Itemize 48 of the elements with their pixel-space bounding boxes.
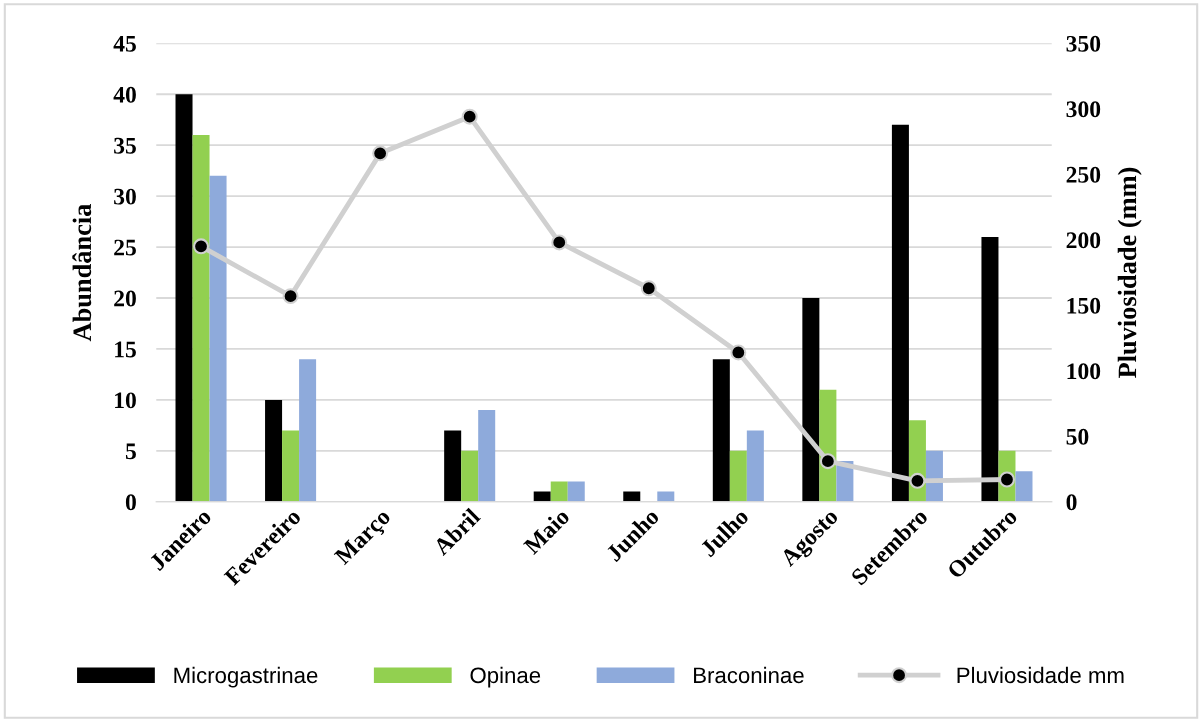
point (640, 280, 657, 297)
y2-tick-label: 350 (1066, 35, 1101, 52)
bar (746, 430, 764, 502)
bar (282, 430, 300, 502)
y-tick-label: 10 (115, 392, 136, 409)
bar (192, 135, 210, 502)
y2-tick-label: 100 (1067, 363, 1101, 380)
legend-label: Microgastrinae (174, 666, 318, 688)
point (730, 344, 747, 361)
legend-label: Pluviosidade mm (957, 666, 1124, 684)
point (282, 288, 299, 305)
bar (444, 430, 462, 502)
bar (209, 175, 227, 502)
bar (981, 236, 999, 502)
legend-label: Braconinae (694, 666, 804, 684)
bar (712, 359, 730, 502)
y2-tick-label: 250 (1066, 166, 1101, 183)
y-axis-title: Abundância (72, 204, 92, 342)
y-tick-label: 0 (125, 494, 136, 511)
y-tick-label: 35 (114, 137, 136, 154)
y-tick-label: 30 (114, 188, 136, 205)
bar (299, 359, 317, 502)
legend-label: Opinae (470, 666, 541, 688)
point (372, 145, 389, 162)
y2-tick-label: 300 (1066, 101, 1101, 118)
y2-tick-label: 200 (1066, 232, 1101, 249)
bar (1015, 471, 1033, 502)
point (909, 472, 926, 489)
y-tick-label: 40 (113, 86, 136, 103)
bar (478, 410, 496, 502)
y2-tick-label: 50 (1066, 428, 1089, 445)
y-tick-label: 15 (115, 341, 136, 358)
y-tick-label: 5 (125, 443, 136, 460)
y2-axis-title: Pluviosidade (mm) (1117, 167, 1142, 379)
y2-tick-label: 0 (1066, 494, 1077, 511)
y-tick-label: 20 (114, 290, 136, 307)
bar (550, 481, 568, 502)
point (461, 108, 478, 125)
point (193, 238, 210, 255)
y-tick-label: 45 (113, 35, 136, 52)
bar (265, 399, 283, 502)
y2-tick-label: 150 (1067, 297, 1101, 314)
bar (729, 450, 747, 502)
point (819, 453, 836, 470)
bar (461, 450, 479, 502)
point (551, 234, 568, 251)
y-tick-label: 25 (114, 239, 136, 256)
bar (567, 481, 585, 502)
